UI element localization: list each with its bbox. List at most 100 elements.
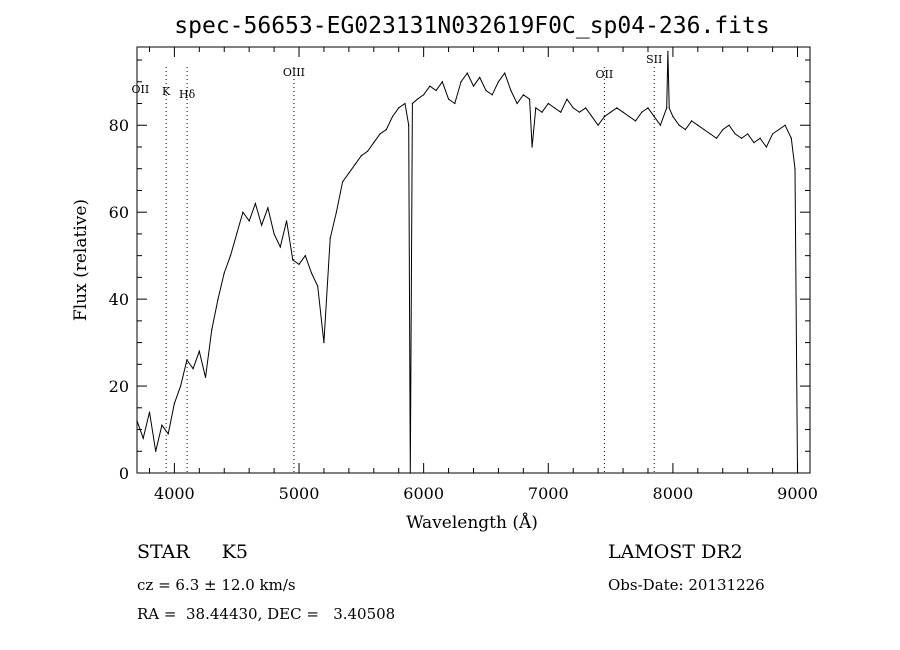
spectrum-point [236,233,238,235]
spectrum-point [759,137,761,139]
spectrum-point [560,111,562,113]
spectrum-point [155,450,157,452]
spectrum-point [668,107,670,109]
spectrum-point [672,115,674,118]
spectrum-point [491,94,493,96]
spectrum-point [348,172,350,174]
spectrum-point [460,81,462,83]
y-tick-label: 80 [109,116,129,135]
spectrum-point [211,328,213,331]
chart-title: spec-56653-EG023131N032619F0C_sp04-236.f… [174,13,769,39]
spectrum-point [472,85,475,87]
spectrum-point [794,168,796,170]
obs-date-text: Obs-Date: 20131226 [608,576,765,594]
spectrum-point [429,85,431,87]
spectrum-point [373,142,375,144]
spectrum-point [497,81,500,83]
x-tick-label: 5000 [279,484,320,503]
spectrum-point [740,137,743,139]
subclass-label: K5 [221,541,248,563]
spectrum-point [408,124,410,126]
annotation-label: OIII [283,66,305,79]
spectrum-point [173,402,175,405]
cz-text: cz = 6.3 ± 12.0 km/s [137,576,296,594]
spectrum-point [572,107,574,109]
spectrum-point [622,111,624,113]
spectrum-point [609,111,612,113]
spectrum-point [479,76,481,79]
spectrum-point [653,115,655,118]
spectrum-point [186,359,188,361]
x-axis-label: Wavelength (Å) [406,512,538,533]
x-tick-label: 8000 [653,484,694,503]
spectrum-point [516,102,518,105]
annotation-label: K [162,85,171,98]
spectrum-point [667,50,669,52]
spectrum-series-line [136,51,798,474]
spectrum-point [198,350,200,352]
y-tick-label: 0 [119,464,129,483]
spectrum-point [778,128,780,131]
spectrum-point [204,376,207,378]
spectrum-point [703,128,705,131]
spectrum-point [298,263,300,265]
spectrum-point [366,150,369,152]
spectrum-point [535,107,537,109]
spectrum-point [335,211,338,213]
annotation-layer: OII K Hδ OIII OII SII [132,53,662,473]
spectrum-point [317,285,319,287]
spectrum-point [411,102,414,105]
spectrum-point [423,94,425,96]
spectrum-point [310,272,313,274]
spectrum-point [628,115,630,118]
spectrum-point [691,120,693,122]
spectrum-point [285,220,288,222]
spectrum-point [416,98,419,100]
spectrum-point [248,220,250,222]
spectrum-point [566,98,568,100]
class-label: STAR [137,541,190,563]
spectrum-point [684,128,686,131]
spectrum-point [454,102,456,105]
spectrum-point [641,111,643,113]
spectrum-point [531,146,533,148]
spectrum-point [678,124,680,126]
x-tick-label: 7000 [528,484,569,503]
x-tick-label: 4000 [154,484,195,503]
spectrum-point [391,115,394,118]
spectrum-point [217,298,219,300]
spectrum-point [323,341,325,344]
spectrum-point [553,107,556,109]
spectrum-point [616,107,618,109]
spectrum-point [578,111,581,113]
annotation-label: OII [596,68,614,81]
y-axis: 0 20 40 60 80 [109,59,810,483]
spectrum-point [329,237,331,239]
spectrum-point [441,81,443,83]
spectrum-point [292,259,294,261]
spectrum-point [398,107,400,109]
spectrum-point [510,89,512,92]
spectrum-point [267,207,269,209]
spectrum-point [242,211,244,213]
y-axis-label: Flux (relative) [71,199,91,321]
survey-text: LAMOST DR2 [608,541,743,563]
spectrum-point [753,142,755,144]
y-tick-label: 40 [109,290,129,309]
spectrum-point [504,72,506,74]
annotation-label: SII [646,53,662,66]
spectrum-point [385,128,387,131]
spectrum-point [790,137,792,139]
spectrum-point [485,89,487,92]
spectrum-point [379,133,381,135]
spectrum-point [279,246,281,248]
spectrum-point [360,155,362,157]
star-class-text: STAR K5 [137,541,248,563]
x-tick-label: 6000 [403,484,444,503]
spectrum-point [404,102,406,105]
spectrum-point [522,94,524,96]
spectrum-point [772,133,774,135]
spectrum-point [273,233,275,235]
spectrum-point [447,98,450,100]
